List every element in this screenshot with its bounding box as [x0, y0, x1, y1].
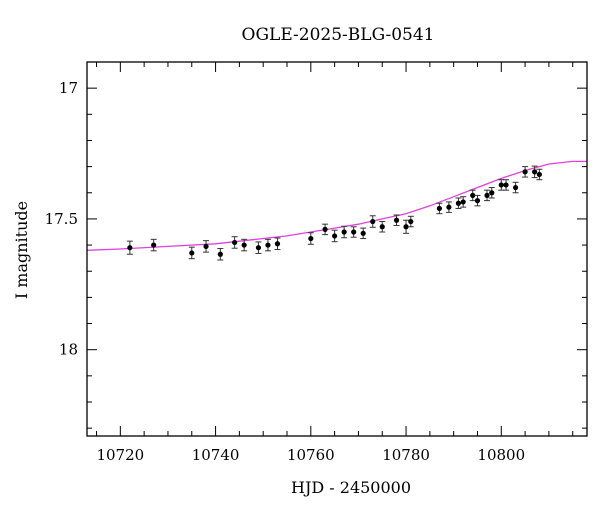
- x-axis-label: HJD - 2450000: [291, 478, 411, 497]
- data-marker: [232, 239, 238, 246]
- data-marker: [498, 182, 504, 188]
- x-tick-label: 10720: [96, 446, 144, 464]
- data-points: [126, 165, 543, 261]
- data-point: [126, 240, 133, 255]
- data-point: [531, 165, 538, 179]
- data-marker: [203, 243, 209, 249]
- data-point: [460, 196, 467, 208]
- data-marker: [274, 241, 281, 247]
- data-marker: [455, 200, 462, 206]
- x-tick-label: 10760: [287, 446, 335, 464]
- y-tick-label: 18: [59, 341, 78, 359]
- axis-ticks: 10720 10740 10760 10780 10800 17 17.5 18: [45, 61, 587, 464]
- data-marker: [351, 229, 357, 235]
- data-point: [274, 237, 281, 251]
- data-point: [188, 246, 195, 260]
- data-point: [436, 202, 443, 215]
- data-marker: [393, 217, 400, 223]
- data-point: [350, 226, 357, 238]
- data-point: [203, 240, 210, 253]
- data-point: [455, 197, 462, 209]
- data-marker: [241, 242, 247, 248]
- data-point: [522, 166, 529, 178]
- data-point: [503, 179, 510, 191]
- data-point: [341, 225, 348, 239]
- data-marker: [532, 169, 538, 175]
- data-marker: [151, 242, 157, 248]
- data-point: [379, 221, 386, 233]
- data-point: [407, 215, 414, 228]
- data-marker: [189, 250, 195, 256]
- data-point: [484, 189, 490, 202]
- chart-title: OGLE-2025-BLG-0541: [242, 25, 435, 45]
- data-point: [445, 201, 452, 213]
- data-point: [264, 238, 271, 252]
- data-marker: [341, 229, 347, 235]
- data-marker: [322, 226, 328, 232]
- x-tick-label: 10740: [192, 446, 240, 464]
- data-marker: [403, 224, 409, 230]
- data-point: [536, 168, 543, 181]
- data-point: [150, 238, 157, 252]
- data-marker: [379, 224, 385, 230]
- data-point: [255, 241, 262, 254]
- data-point: [474, 194, 481, 207]
- data-marker: [503, 182, 509, 188]
- plot-frame: [86, 61, 588, 437]
- data-point: [322, 223, 329, 236]
- data-marker: [332, 233, 338, 239]
- data-marker: [536, 171, 542, 178]
- data-point: [360, 227, 367, 240]
- data-point: [469, 189, 476, 202]
- data-marker: [489, 190, 495, 196]
- data-marker: [484, 192, 490, 198]
- data-point: [241, 238, 248, 252]
- data-marker: [470, 192, 476, 198]
- y-axis-label: I magnitude: [12, 201, 31, 299]
- data-marker: [512, 184, 519, 191]
- data-marker: [408, 218, 414, 225]
- data-point: [331, 229, 338, 243]
- data-marker: [127, 245, 133, 251]
- y-tick-label: 17.5: [45, 210, 78, 228]
- data-point: [369, 215, 376, 228]
- x-tick-label: 10780: [382, 446, 430, 464]
- data-point: [512, 181, 519, 194]
- data-marker: [474, 198, 481, 204]
- y-tick-label: 17: [59, 79, 78, 97]
- data-point: [488, 187, 495, 199]
- data-marker: [217, 251, 223, 257]
- data-point: [403, 219, 410, 234]
- data-point: [217, 247, 224, 261]
- x-tick-label: 10800: [477, 446, 525, 464]
- data-marker: [255, 245, 262, 251]
- data-marker: [265, 242, 271, 248]
- data-marker: [446, 204, 452, 210]
- data-marker: [460, 199, 466, 205]
- data-marker: [522, 169, 528, 175]
- data-point: [393, 214, 400, 226]
- data-point: [307, 232, 314, 245]
- data-marker: [436, 205, 442, 212]
- data-point: [498, 179, 505, 191]
- data-marker: [308, 235, 314, 242]
- data-point: [231, 236, 238, 249]
- data-marker: [370, 218, 376, 225]
- data-marker: [360, 230, 366, 236]
